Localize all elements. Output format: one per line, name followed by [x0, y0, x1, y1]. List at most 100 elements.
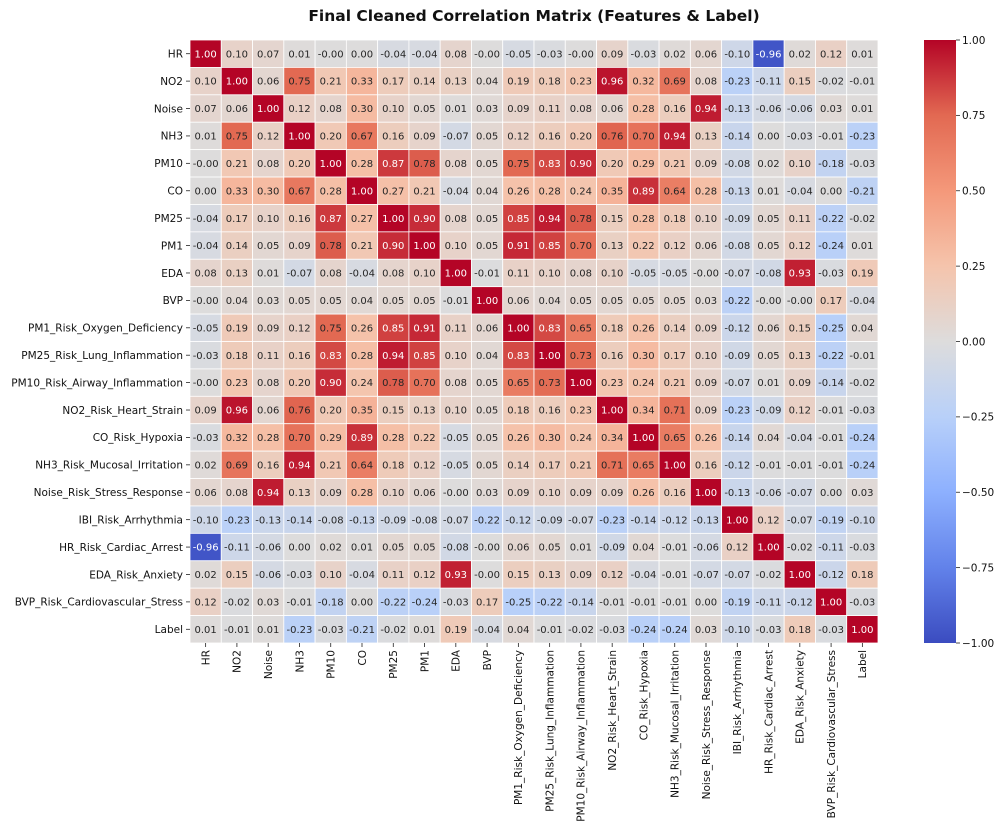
heatmap-cell	[815, 286, 848, 315]
heatmap-cell	[533, 176, 566, 205]
cell-value-label: 0.17	[820, 296, 842, 307]
heatmap-cell	[783, 368, 816, 397]
heatmap-cell	[408, 121, 441, 151]
cell-value-label: -0.04	[474, 625, 500, 636]
cell-value-label: 0.20	[320, 132, 342, 143]
cell-value-label: 0.01	[257, 625, 279, 636]
heatmap-cell	[627, 94, 660, 123]
cell-value-label: 0.03	[695, 296, 717, 307]
cell-value-label: 0.32	[226, 433, 248, 444]
heatmap-cell	[189, 532, 222, 562]
heatmap-cell	[314, 313, 347, 342]
heatmap-cell	[252, 258, 285, 288]
heatmap-cell	[783, 423, 816, 452]
heatmap-cell	[533, 313, 566, 342]
cell-value-label: 0.10	[413, 269, 435, 280]
cell-value-label: 0.21	[351, 241, 373, 252]
cell-value-label: -0.03	[599, 625, 625, 636]
cell-value-label: 0.05	[257, 241, 279, 252]
heatmap-cell	[220, 368, 253, 397]
heatmap-cell	[658, 341, 691, 370]
heatmap-cell	[783, 94, 816, 123]
cell-value-label: 0.16	[257, 460, 279, 471]
heatmap-cell	[189, 67, 222, 96]
heatmap-cell	[471, 121, 504, 151]
heatmap-cell	[564, 286, 597, 315]
cell-value-label: 0.76	[288, 406, 310, 417]
heatmap-cell	[471, 560, 504, 589]
cell-value-label: 0.05	[757, 241, 779, 252]
heatmap-cell	[627, 313, 660, 342]
cell-value-label: -0.09	[537, 515, 563, 526]
cell-value-label: 0.05	[413, 543, 435, 554]
heatmap-cell	[815, 258, 848, 288]
x-tick-label: PM10_Risk_Airway_Inflammation	[576, 650, 588, 822]
heatmap-cell	[783, 39, 816, 68]
y-axis-tick-labels: HR NO2 Noise NH3 PM10 CO PM25 PM1 EDA BVP PM1_Risk…	[11, 49, 190, 636]
cell-value-label: 0.18	[226, 351, 248, 362]
cell-value-label: 0.10	[445, 241, 467, 252]
cell-value-label: 0.89	[632, 186, 654, 197]
cell-value-label: 0.01	[351, 543, 373, 554]
heatmap-cell	[220, 204, 253, 233]
cell-value-label: 1.00	[445, 269, 467, 280]
heatmap-cell	[596, 450, 629, 479]
cell-value-label: -0.08	[412, 515, 438, 526]
cell-value-label: 0.26	[351, 323, 373, 334]
cell-value-label: -0.03	[849, 543, 875, 554]
heatmap-cell	[658, 478, 691, 507]
heatmap-cell	[345, 39, 379, 68]
heatmap-cell	[345, 450, 379, 479]
cell-value-label: 0.01	[757, 378, 779, 389]
heatmap-cell	[377, 204, 410, 233]
heatmap-cell	[815, 450, 848, 479]
cell-value-label: 0.06	[476, 323, 498, 334]
cell-value-label: 0.06	[195, 488, 217, 499]
heatmap-cell	[752, 423, 785, 452]
cell-value-label: 0.13	[445, 77, 467, 88]
cell-value-label: 0.70	[570, 241, 592, 252]
heatmap-cell	[752, 39, 785, 68]
x-tick-label: PM1_Risk_Oxygen_Deficiency	[513, 650, 525, 805]
cell-value-label: 0.83	[539, 159, 561, 170]
cell-value-label: 0.01	[195, 625, 217, 636]
cell-value-label: 0.20	[320, 406, 342, 417]
heatmap-cell	[658, 313, 691, 342]
heatmap-cell	[721, 204, 754, 233]
cell-value-label: 1.00	[695, 488, 717, 499]
cell-value-label: 0.18	[507, 406, 529, 417]
heatmap-cell	[627, 341, 660, 370]
cell-value-label: 0.28	[695, 186, 717, 197]
cell-value-label: 0.11	[382, 570, 404, 581]
heatmap-cell	[408, 478, 441, 507]
cell-value-label: 0.08	[695, 77, 717, 88]
cell-value-label: -0.22	[818, 214, 844, 225]
cell-value-label: -0.00	[443, 488, 469, 499]
cell-value-label: 0.04	[476, 186, 498, 197]
y-tick-label: NO2_Risk_Heart_Strain	[62, 405, 183, 417]
heatmap-cell	[627, 615, 660, 644]
cell-value-label: 0.87	[382, 159, 404, 170]
cell-value-label: 0.32	[632, 77, 654, 88]
x-tick-label: PM25_Risk_Lung_Inflammation	[544, 650, 556, 812]
cell-value-label: 0.71	[664, 406, 686, 417]
heatmap-cell	[564, 176, 597, 205]
heatmap-cell	[471, 532, 504, 562]
heatmap-cell	[658, 395, 691, 425]
cell-value-label: 1.00	[601, 406, 623, 417]
heatmap-cell	[502, 204, 535, 233]
cell-value-label: -0.06	[255, 570, 281, 581]
heatmap-cell	[815, 121, 848, 151]
cell-value-label: 0.09	[695, 406, 717, 417]
heatmap-cell	[533, 258, 566, 288]
heatmap-cell	[220, 231, 253, 260]
heatmap-cell	[377, 67, 410, 96]
cell-value-label: 0.13	[789, 351, 811, 362]
cell-value-label: -0.25	[818, 323, 844, 334]
y-tick-label: CO	[167, 186, 183, 198]
heatmap-cell	[752, 395, 785, 425]
heatmap-cell	[752, 149, 785, 178]
cell-value-label: 0.90	[320, 378, 342, 389]
cell-value-label: -0.21	[349, 625, 375, 636]
heatmap-cell	[689, 258, 723, 288]
